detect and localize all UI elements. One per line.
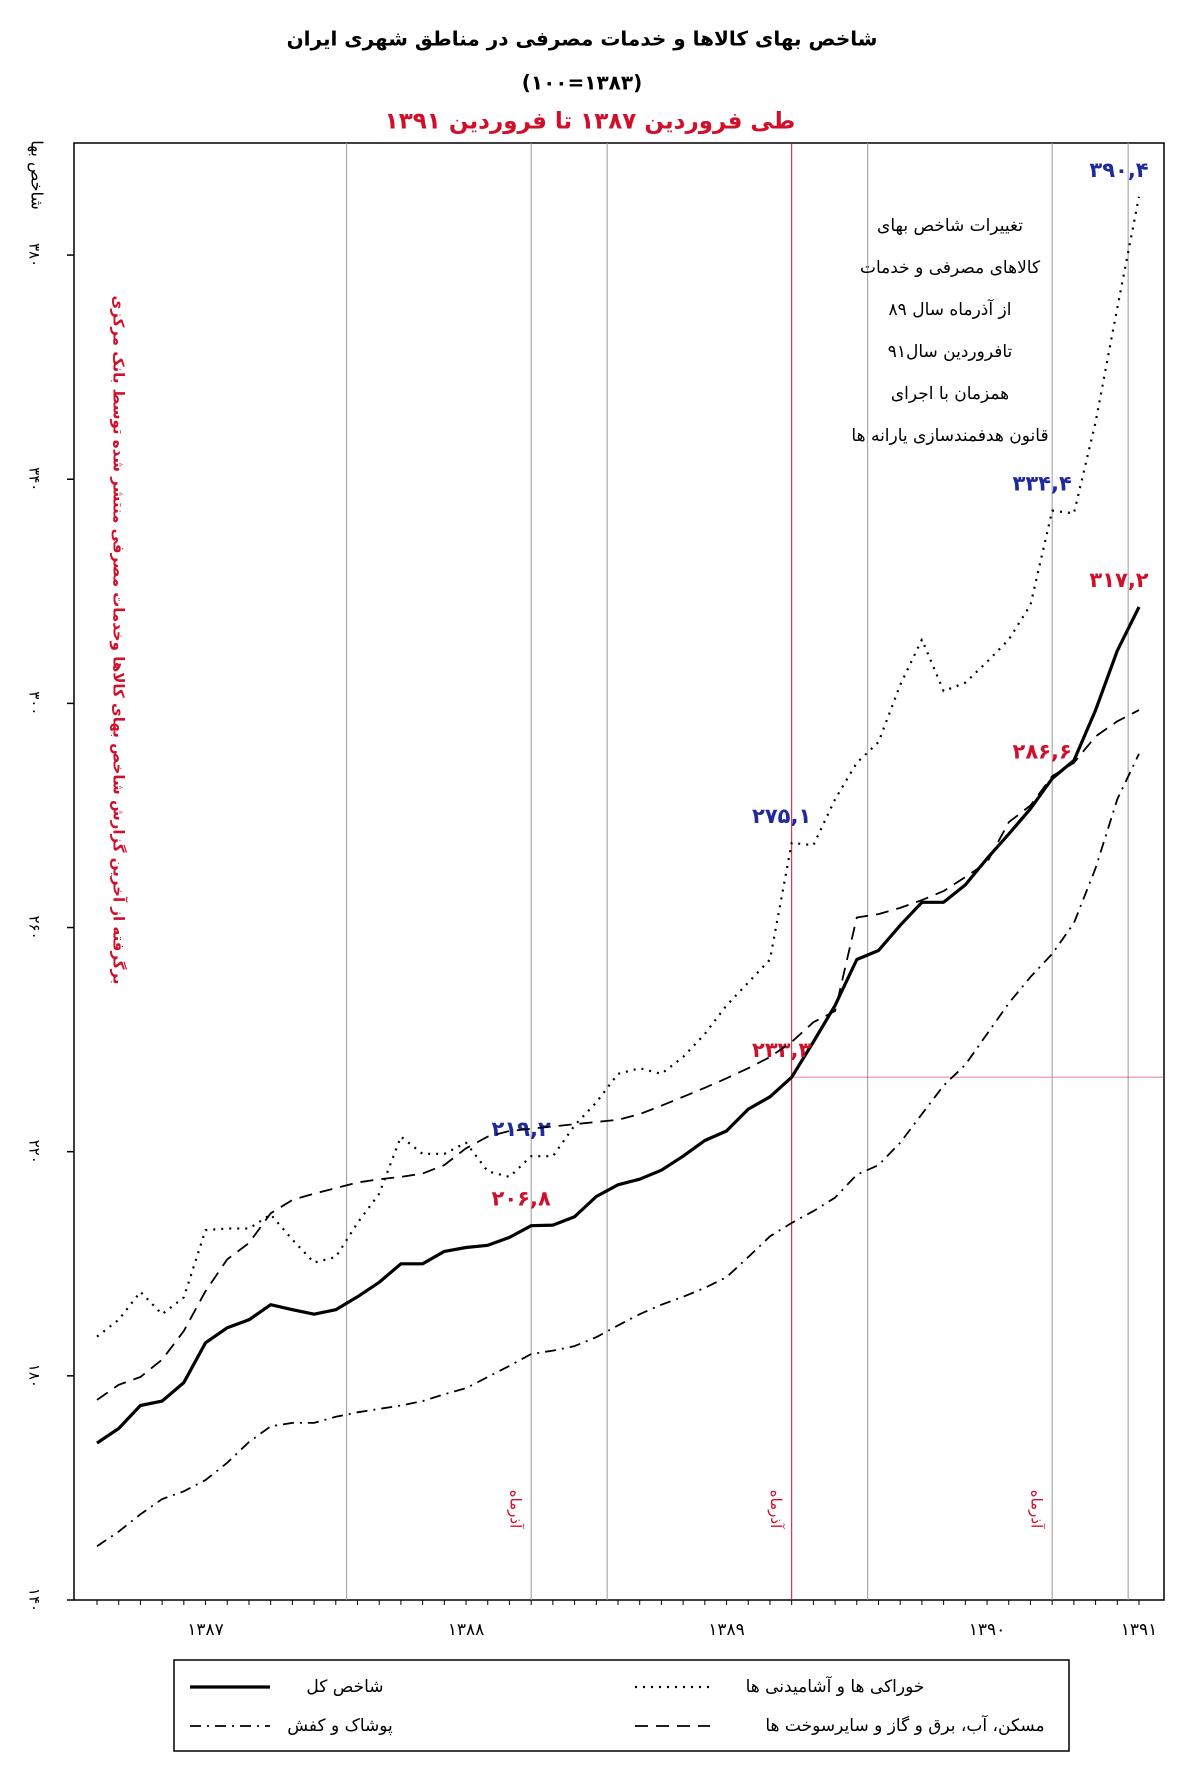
annotation-label: آذرماه bbox=[507, 1490, 525, 1529]
plot-frame bbox=[73, 142, 1165, 1601]
annotation-label: آذرماه bbox=[1028, 1490, 1046, 1529]
x-tick-label: ۱۳۸۷ bbox=[187, 1620, 224, 1640]
value-label: ۲۸۶,۶ bbox=[1013, 739, 1072, 763]
note-line: قانون هدفمندسازی یارانه ها bbox=[851, 426, 1048, 446]
y-tick-label: ۳۴۰ bbox=[26, 467, 44, 491]
x-tick-label: ۱۳۹۱ bbox=[1121, 1620, 1158, 1640]
legend-label: شاخص کل bbox=[306, 1677, 383, 1697]
annotation-label: آذرماه bbox=[767, 1490, 785, 1529]
x-tick-label: ۱۳۸۸ bbox=[448, 1620, 485, 1640]
chart-title: شاخص بهای کالاها و خدمات مصرفی در مناطق … bbox=[287, 27, 878, 51]
x-tick-label: ۱۳۸۹ bbox=[708, 1620, 745, 1640]
legend-label: خوراکی ها و آشامیدنی ها bbox=[746, 1675, 925, 1697]
x-tick-label: ۱۳۹۰ bbox=[969, 1620, 1006, 1640]
note-line: کالاهای مصرفی و خدمات bbox=[860, 258, 1041, 278]
note-line: از آذرماه سال ۸۹ bbox=[889, 298, 1012, 320]
y-tick-label: ۳۰۰ bbox=[26, 691, 44, 715]
note-line: همزمان با اجرای bbox=[891, 384, 1009, 404]
y-axis-title: شاخص بها bbox=[27, 140, 47, 210]
value-label: ۳۱۷,۲ bbox=[1089, 568, 1148, 592]
value-label: ۲۳۳,۳ bbox=[752, 1038, 811, 1062]
legend-label: پوشاک و کفش bbox=[287, 1716, 393, 1736]
y-tick-label: ۳۸۰ bbox=[26, 243, 44, 267]
value-label: ۲۷۵,۱ bbox=[752, 804, 811, 828]
value-label: ۳۹۰,۴ bbox=[1089, 158, 1148, 182]
series-line bbox=[96, 709, 1140, 1401]
source-note: برگرفته از آخرین گزارش شاخص بهای کالاها … bbox=[110, 296, 128, 985]
y-tick-label: ۲۲۰ bbox=[26, 1140, 44, 1164]
note-line: تغییرات شاخص بهای bbox=[877, 216, 1023, 236]
series-line bbox=[96, 196, 1141, 1338]
chart-period: طی فروردین ۱۳۸۷ تا فروردین ۱۳۹۱ bbox=[385, 109, 796, 135]
legend-box bbox=[173, 1659, 1070, 1752]
series-line bbox=[96, 753, 1140, 1547]
value-label: ۳۳۴,۴ bbox=[1013, 472, 1072, 496]
y-tick-label: ۱۴۰ bbox=[26, 1588, 44, 1612]
y-tick-label: ۱۸۰ bbox=[26, 1364, 44, 1388]
legend-label: مسکن، آب، برق و گاز و سایرسوخت ها bbox=[765, 1714, 1044, 1736]
y-tick-label: ۲۶۰ bbox=[26, 915, 44, 939]
chart-subtitle: (۱۰۰=۱۳۸۳) bbox=[522, 71, 643, 95]
note-line: تافروردین سال۹۱ bbox=[888, 342, 1013, 362]
value-label: ۲۰۶,۸ bbox=[492, 1187, 551, 1211]
series-line bbox=[96, 606, 1141, 1445]
